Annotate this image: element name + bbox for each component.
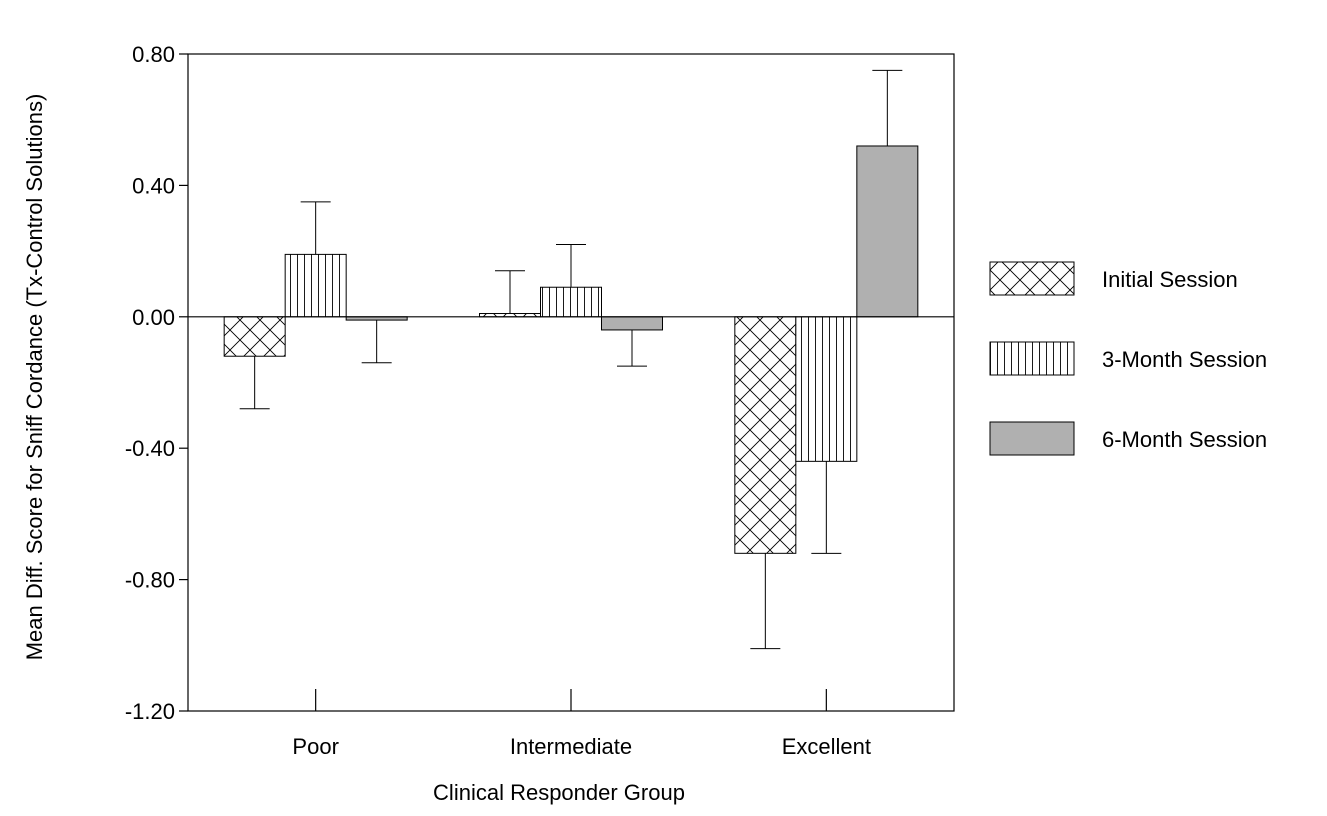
legend-swatch <box>989 421 1075 456</box>
bar <box>284 253 347 318</box>
legend-label: 3-Month Session <box>1102 347 1267 372</box>
x-axis-title: Clinical Responder Group <box>433 780 685 805</box>
bar <box>795 316 858 462</box>
legend-label: Initial Session <box>1102 267 1238 292</box>
y-tick-label: -1.20 <box>125 699 175 724</box>
legend-swatch <box>989 261 1075 296</box>
y-tick-label: 0.40 <box>132 173 175 198</box>
y-tick-label: 0.80 <box>132 42 175 67</box>
bar <box>223 316 286 357</box>
y-axis: 0.80 0.40 0.00 -0.40 -0.80 -1.20 <box>125 42 188 724</box>
legend-swatch <box>989 341 1075 376</box>
error-bars-layer <box>239 69 903 650</box>
bar <box>601 316 663 331</box>
bars-layer <box>223 145 919 554</box>
y-tick-label: -0.80 <box>125 568 175 593</box>
y-tick-label: 0.00 <box>132 305 175 330</box>
y-tick-label: -0.40 <box>125 436 175 461</box>
x-axis: Poor Intermediate Excellent <box>292 689 871 759</box>
bar <box>540 286 602 318</box>
bar <box>856 145 919 318</box>
bar <box>734 316 797 554</box>
x-category-label: Intermediate <box>510 734 632 759</box>
x-category-label: Excellent <box>782 734 871 759</box>
legend: Initial Session 3-Month Session 6-Month Se… <box>989 261 1267 456</box>
x-category-label: Poor <box>292 734 338 759</box>
y-axis-title: Mean Diff. Score for Sniff Cordance (Tx-… <box>22 94 47 661</box>
legend-label: 6-Month Session <box>1102 427 1267 452</box>
